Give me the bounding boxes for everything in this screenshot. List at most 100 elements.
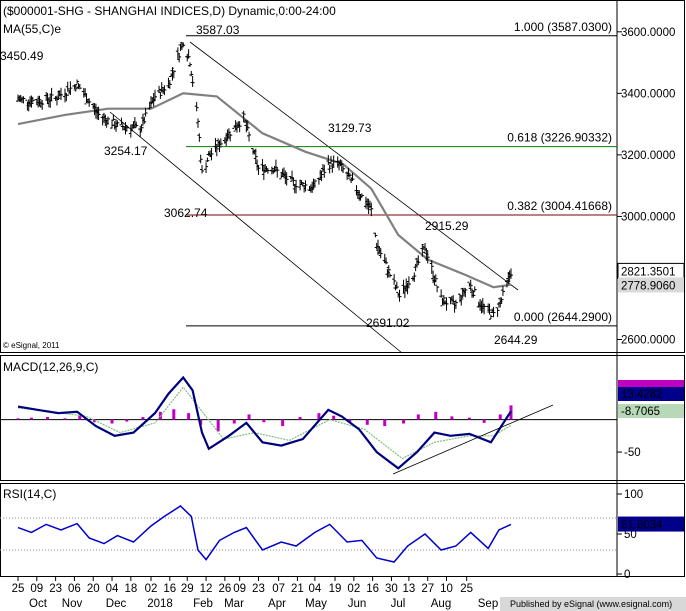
rsi-y-tick-label: 0 — [624, 569, 630, 581]
macd-histogram-bar — [434, 411, 438, 420]
macd-histogram-bar — [78, 415, 82, 420]
x-day-tick-label: 16 — [366, 583, 379, 595]
macd-hist-readout-box — [618, 380, 684, 388]
price-annotation: 2691.02 — [366, 316, 410, 330]
price-panel: 3600.0000 3400.0000 3200.0000 3000.0000 2600… — [0, 20, 685, 354]
rsi-line — [17, 505, 512, 563]
signal-readout-box — [618, 404, 684, 418]
x-day-tick-label: 04 — [106, 583, 119, 595]
rsi-y-tick-label: 50 — [624, 529, 637, 541]
x-day-tick-label: 25 — [460, 583, 473, 595]
ma55-line — [17, 92, 512, 289]
x-month-label: Oct — [29, 598, 48, 610]
x-month-label: Apr — [268, 598, 286, 610]
x-day-tick-label: 09 — [30, 583, 43, 595]
macd-histogram-bar — [63, 418, 67, 420]
signal-readout: -8.7065 — [621, 406, 660, 418]
fib-level-label: 0.618 (3226.90332) — [507, 131, 612, 145]
price-annotation: 3254.17 — [104, 144, 148, 158]
last-price-readout: 2821.3501 — [621, 266, 675, 278]
ma-label: MA(55,C)e — [3, 22, 61, 36]
rsi-panel: 100 50 0 61.8034 — [0, 489, 684, 581]
macd-panel: -50 13.4282 -8.7065 — [0, 375, 684, 475]
x-day-tick-label: 21 — [291, 583, 304, 595]
x-day-tick-label: 27 — [421, 583, 434, 595]
x-month-label: Jun — [348, 598, 367, 610]
macd-histogram-bar — [16, 418, 20, 420]
macd-trendline — [392, 404, 554, 475]
rsi-y-tick-label: 100 — [624, 489, 643, 501]
price-annotation: 2915.29 — [425, 219, 469, 233]
x-day-tick-label: 20 — [87, 583, 100, 595]
chart-title: ($000001-SHG - SHANGHAI INDICES,D) Dynam… — [3, 4, 336, 18]
x-day-tick-label: 25 — [12, 583, 25, 595]
x-day-tick-label: 04 — [308, 583, 321, 595]
price-y-tick-label: 3200.0000 — [621, 150, 675, 162]
channel-lower-line — [109, 111, 403, 354]
macd-histogram-bar — [467, 417, 471, 420]
macd-histogram-bar — [298, 417, 302, 420]
x-month-label: Nov — [62, 598, 83, 610]
rsi-readout: 61.8034 — [621, 520, 663, 532]
macd-histogram-bar — [348, 419, 352, 423]
x-day-tick-label: 09 — [233, 583, 246, 595]
macd-histogram-bar — [46, 417, 50, 420]
price-annotation: 3129.73 — [328, 121, 372, 135]
x-month-label: Dec — [106, 598, 127, 610]
macd-readout: 13.4282 — [621, 389, 663, 401]
price-y-tick-label: 3000.0000 — [621, 211, 675, 223]
x-month-label: Feb — [193, 598, 213, 610]
panel-frames — [0, 0, 685, 577]
x-day-tick-label: 06 — [68, 583, 81, 595]
fib-level-label: 0.000 (2644.2900) — [514, 310, 612, 324]
x-day-tick-label: 02 — [347, 583, 360, 595]
macd-histogram-bar — [365, 419, 369, 425]
x-day-tick-label: 29 — [181, 583, 194, 595]
macd-histogram-bar — [332, 415, 336, 420]
x-day-tick-label: 18 — [124, 583, 137, 595]
x-day-tick-label: 02 — [145, 583, 158, 595]
x-day-tick-label: 30 — [385, 583, 398, 595]
x-day-tick-label: 13 — [403, 583, 416, 595]
macd-histogram-bar — [247, 414, 251, 420]
channel-upper-line — [189, 41, 519, 291]
x-month-label: Mar — [224, 598, 244, 610]
macd-histogram-bar — [141, 417, 145, 420]
macd-histogram-bar — [482, 419, 486, 423]
x-day-tick-label: 26 — [218, 583, 231, 595]
copyright-note: © eSignal, 2011 — [3, 341, 60, 350]
macd-y-tick-label: -50 — [624, 447, 641, 459]
macd-histogram-bar — [216, 419, 220, 432]
x-day-tick-label: 23 — [252, 583, 265, 595]
macd-line — [17, 375, 512, 470]
macd-histogram-bar — [383, 419, 387, 427]
price-annotation: 2644.29 — [494, 333, 538, 347]
macd-histogram-bar — [281, 419, 285, 427]
footer-credit: Published by eSignal (www.esignal.com) — [510, 599, 672, 609]
macd-readout-box — [618, 387, 684, 401]
fib-level-label: 0.382 (3004.41668) — [507, 199, 612, 213]
price-annotation: 3450.49 — [0, 49, 44, 63]
x-month-label: Aug — [431, 598, 451, 610]
price-bars — [16, 41, 513, 320]
fib-level-label: 1.000 (3587.0300) — [514, 20, 612, 34]
last-ma-readout: 2778.9060 — [621, 280, 675, 292]
macd-histogram-bar — [187, 413, 191, 420]
macd-histogram-bar — [125, 419, 129, 422]
macd-histogram-bar — [29, 417, 33, 420]
rsi-readout-box — [618, 516, 684, 532]
x-axis: 25 09 23 06 20 04 18 02 16 29 12 26 09 23 07 21 04 19 02 16… — [12, 577, 498, 610]
macd-histogram-bar — [416, 414, 420, 420]
x-day-tick-label: 23 — [49, 583, 62, 595]
macd-histogram-bar — [498, 414, 502, 420]
macd-histogram-bar — [172, 409, 176, 420]
price-annotation: 3587.03 — [196, 23, 240, 37]
x-day-tick-label: 12 — [200, 583, 213, 595]
macd-panel-frame — [0, 355, 685, 481]
macd-histogram-bar — [262, 419, 266, 423]
price-y-tick-label: 2600.0000 — [621, 335, 675, 347]
price-annotation: 3062.74 — [164, 206, 208, 220]
macd-histogram-bar — [232, 419, 236, 424]
macd-histogram-bar — [110, 419, 114, 424]
